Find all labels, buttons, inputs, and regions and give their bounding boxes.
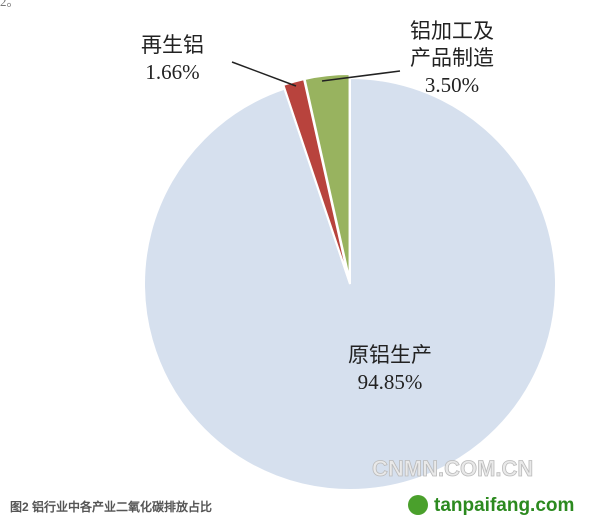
leader-line bbox=[231, 61, 297, 87]
category-label: 铝加工及产品制造 bbox=[410, 19, 494, 70]
slice-label: 铝加工及产品制造 3.50% bbox=[406, 18, 498, 99]
leader-line bbox=[321, 70, 401, 82]
pie-slice bbox=[143, 76, 557, 491]
category-label: 原铝生产 bbox=[348, 343, 432, 367]
pie-slice bbox=[303, 73, 351, 281]
value-label: 3.50% bbox=[424, 73, 480, 97]
watermark: CNMN.COM.CN bbox=[372, 456, 533, 481]
top-fragment: 2。 bbox=[0, 0, 20, 9]
logo bbox=[408, 495, 428, 515]
watermark: tanpaifang.com bbox=[434, 495, 574, 516]
slice-label: 原铝生产 94.85% bbox=[330, 342, 450, 396]
value-label: 1.66% bbox=[145, 60, 200, 84]
value-label: 94.85% bbox=[357, 370, 423, 394]
slice-label: 再生铝 1.66% bbox=[125, 32, 220, 86]
category-label: 再生铝 bbox=[141, 33, 204, 57]
caption: 图2 铝行业中各产业二氧化碳排放占比 bbox=[10, 499, 212, 514]
